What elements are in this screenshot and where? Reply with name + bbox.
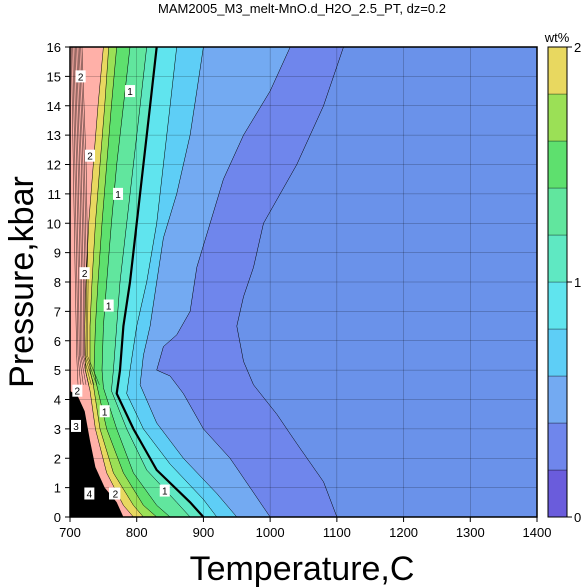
contour-label: 1 (103, 299, 114, 313)
x-tick-label: 1400 (523, 525, 552, 540)
plot-area: 2112212134321 (69, 46, 538, 518)
contour-label-text: 1 (162, 487, 168, 498)
colorbar-cell (547, 93, 568, 142)
y-tick-label: 11 (48, 187, 62, 202)
y-tick-label: 16 (47, 40, 61, 55)
y-tick-label: 10 (47, 216, 61, 231)
y-tick-label: 8 (54, 275, 61, 290)
contour-label-bg (79, 267, 90, 280)
x-tick-label: 700 (59, 525, 81, 540)
x-tick-label: 900 (193, 525, 215, 540)
contour-label: 4 (84, 487, 95, 501)
contour-line (111, 46, 191, 518)
colorbar-cell (547, 46, 568, 95)
contour-label-text: 2 (82, 269, 88, 280)
x-axis: 700 800 900 1000 1100 1200 1300 1400 (59, 517, 551, 540)
contour-label-bg (110, 487, 121, 500)
y-tick-label: 7 (54, 304, 61, 319)
colorbar-cells (547, 46, 568, 518)
colorbar-cell (547, 234, 568, 283)
y-tick-label: 9 (54, 246, 61, 261)
y-tick-label: 0 (54, 510, 61, 525)
contour-label-text: 2 (113, 490, 119, 501)
y-tick-label: 4 (54, 393, 61, 408)
contour-label: 1 (125, 85, 136, 98)
high-value-region (70, 390, 124, 517)
y-tick-label: 1 (54, 481, 61, 496)
colorbar: wt% 0 1 2 (544, 30, 582, 525)
contour-label-bg (159, 484, 170, 497)
contour-line (93, 46, 157, 518)
colorbar-tick-label: 1 (574, 275, 581, 290)
x-axis-label: Temperature,C (190, 550, 415, 587)
contour-label-bg (99, 405, 110, 418)
contour-label-text: 3 (73, 422, 79, 433)
x-tick-label: 1300 (456, 525, 485, 540)
contour-label-text: 1 (106, 302, 112, 313)
colorbar-cell (547, 375, 568, 424)
y-tick-label: 14 (47, 99, 61, 114)
contour-label-bg (125, 85, 136, 98)
contour-label: 1 (159, 484, 170, 498)
contour-line (126, 46, 217, 518)
contour-label: 1 (99, 405, 110, 418)
contour-label-bg (85, 149, 96, 162)
contour-label-bg (113, 187, 124, 200)
contour-label-text: 4 (87, 490, 93, 501)
contour-label-text: 2 (75, 387, 81, 398)
colorbar-tick-label: 0 (574, 510, 581, 525)
colorbar-cell (547, 140, 568, 189)
contour-line (89, 46, 144, 518)
y-tick-label: 6 (54, 334, 61, 349)
y-tick-label: 12 (47, 158, 61, 173)
contour-label-bg (103, 299, 114, 312)
x-tick-label: 1100 (323, 525, 351, 540)
contour-label: 1 (113, 187, 124, 201)
y-tick-label: 13 (47, 128, 61, 143)
contour-line (101, 46, 171, 518)
colorbar-cell (547, 422, 568, 471)
colorbar-cell (547, 281, 568, 330)
contour-label: 2 (72, 384, 83, 398)
contour-label: 2 (110, 487, 121, 501)
y-tick-label: 3 (54, 422, 61, 437)
contour-label: 3 (71, 419, 82, 433)
contour-label: 2 (75, 70, 86, 83)
contour-label-text: 2 (87, 152, 93, 163)
x-tick-label: 1000 (256, 525, 285, 540)
contour-label-bg (84, 487, 95, 500)
x-tick-label: 1200 (389, 525, 418, 540)
chart-title: MAM2005_M3_melt-MnO.d_H2O_2.5_PT, dz=0.2 (158, 1, 446, 16)
colorbar-cell (547, 328, 568, 377)
x-tick-label: 800 (126, 525, 148, 540)
contour-label-text: 1 (102, 407, 108, 418)
contour-label: 2 (79, 267, 90, 280)
contour-label-bg (71, 419, 82, 432)
contour-label-text: 2 (78, 72, 84, 83)
colorbar-ticks: 0 1 2 (567, 40, 581, 525)
contour-label-bg (72, 384, 83, 397)
colorbar-label: wt% (544, 30, 570, 45)
contour-label: 2 (85, 149, 96, 163)
colorbar-cell (547, 187, 568, 236)
y-tick-label: 5 (54, 363, 61, 378)
contour-line (115, 46, 205, 518)
y-tick-label: 15 (47, 69, 61, 84)
y-tick-label: 2 (54, 451, 61, 466)
contour-labels: 2112212134321 (71, 70, 170, 501)
colorbar-tick-label: 2 (574, 40, 581, 55)
contour-label-text: 1 (115, 190, 121, 201)
y-axis-label: Pressure,kbar (3, 176, 41, 388)
contour-label-bg (75, 70, 86, 83)
colorbar-cell (547, 469, 568, 518)
contour-label-text: 1 (127, 87, 133, 98)
